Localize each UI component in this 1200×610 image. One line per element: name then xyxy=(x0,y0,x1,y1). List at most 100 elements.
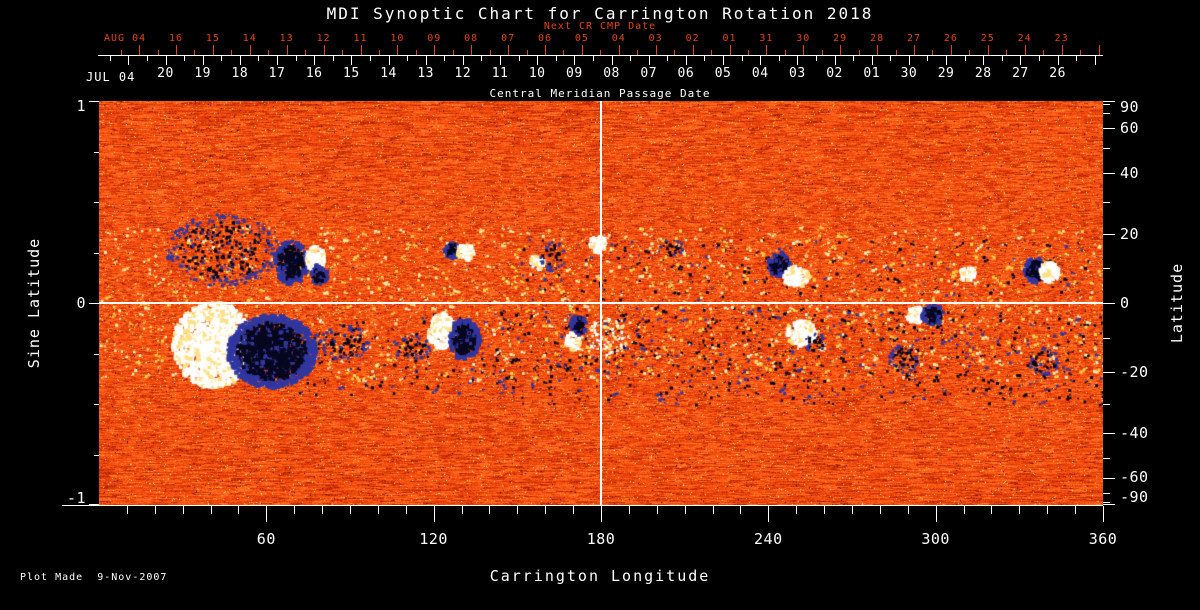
next-cr-tick xyxy=(766,45,768,55)
cmp-day-label: 29 xyxy=(937,66,955,81)
cmp-day-label: 12 xyxy=(454,66,472,81)
longitude-tick xyxy=(126,506,128,514)
cmp-tick xyxy=(221,56,223,61)
next-cr-tick xyxy=(378,50,380,55)
cmp-tick xyxy=(704,56,706,61)
cmp-tick xyxy=(425,56,427,65)
cmp-tick xyxy=(295,56,297,61)
latitude-tick-label: -20 xyxy=(1120,363,1149,382)
next-cr-day-label: 08 xyxy=(464,33,479,44)
latitude-tick-label: 90 xyxy=(1120,98,1140,116)
next-cr-tick xyxy=(950,45,952,55)
next-cr-tick xyxy=(526,50,528,55)
latitude-tick xyxy=(1103,432,1115,434)
sine-latitude-tick-label: 1 xyxy=(76,97,86,115)
next-cr-tick xyxy=(803,45,805,55)
next-cr-day-label: 04 xyxy=(611,33,626,44)
cmp-day-label: 18 xyxy=(231,66,249,81)
latitude-tick xyxy=(1103,173,1115,175)
longitude-tick xyxy=(377,506,379,514)
longitude-tick xyxy=(294,506,296,514)
cmp-day-label: 27 xyxy=(1012,66,1029,81)
longitude-tick xyxy=(266,506,268,522)
cmp-day-label: 07 xyxy=(640,66,658,81)
next-cr-tick xyxy=(840,45,842,55)
sine-latitude-tick xyxy=(89,101,99,102)
next-cr-tick xyxy=(711,50,713,55)
sine-latitude-tick-label: 0 xyxy=(76,294,86,312)
cmp-tick xyxy=(444,56,446,61)
longitude-tick xyxy=(1075,506,1077,514)
next-cr-axis-caption: Next CR CMP Date xyxy=(543,21,657,32)
latitude-tick xyxy=(1103,101,1115,102)
next-cr-tick xyxy=(747,50,749,55)
cmp-tick xyxy=(964,56,966,61)
longitude-tick xyxy=(238,506,240,514)
latitude-tick-label: -40 xyxy=(1120,423,1149,442)
longitude-tick xyxy=(1019,506,1021,514)
latitude-tick xyxy=(1103,372,1115,374)
next-cr-tick xyxy=(452,50,454,55)
latitude-tick xyxy=(1103,128,1115,130)
next-cr-day-label: 03 xyxy=(648,33,663,44)
sine-latitude-minor-tick xyxy=(94,404,99,405)
longitude-tick xyxy=(628,506,630,514)
cmp-tick xyxy=(983,56,985,65)
next-cr-day-label: 11 xyxy=(353,33,368,44)
latitude-minor-tick xyxy=(1103,113,1110,115)
longitude-tick xyxy=(852,506,853,514)
longitude-tick xyxy=(684,506,686,514)
longitude-tick xyxy=(879,506,881,514)
next-cr-tick xyxy=(969,50,971,55)
cmp-tick xyxy=(853,56,855,61)
next-cr-tick xyxy=(655,45,657,55)
next-cr-tick xyxy=(415,50,417,55)
next-cr-tick xyxy=(674,50,676,55)
sine-latitude-minor-tick xyxy=(94,202,99,203)
cmp-tick xyxy=(481,56,483,61)
cmp-axis-caption: Central Meridian Passage Date xyxy=(489,87,711,100)
next-cr-tick xyxy=(1061,45,1063,55)
cmp-tick xyxy=(258,56,260,61)
cmp-tick xyxy=(1076,56,1078,61)
next-cr-tick xyxy=(231,50,233,55)
next-cr-day-label: 10 xyxy=(390,33,405,44)
cmp-tick xyxy=(369,56,371,61)
longitude-tick xyxy=(489,506,491,514)
longitude-axis-line xyxy=(62,505,1103,506)
longitude-tick xyxy=(935,506,937,522)
longitude-tick xyxy=(907,506,909,514)
next-cr-day-label: 25 xyxy=(980,33,995,44)
cmp-tick xyxy=(611,56,613,65)
longitude-tick-label: 60 xyxy=(256,530,276,548)
latitude-minor-tick xyxy=(1103,338,1110,340)
latitude-minor-tick xyxy=(1103,148,1110,150)
next-cr-day-label: 13 xyxy=(279,33,294,44)
cmp-tick xyxy=(908,56,910,65)
cmp-day-label: 08 xyxy=(603,66,620,81)
cmp-tick xyxy=(1057,56,1059,65)
cmp-day-label: 10 xyxy=(528,66,546,81)
latitude-tick-label: -90 xyxy=(1120,488,1149,506)
sine-latitude-minor-tick xyxy=(94,151,99,153)
cmp-tick xyxy=(128,56,130,65)
next-cr-day-label: 15 xyxy=(205,33,220,44)
cmp-tick xyxy=(165,56,167,65)
cmp-tick xyxy=(630,56,632,61)
next-cr-tick xyxy=(397,45,399,55)
cmp-day-label: 05 xyxy=(714,66,732,81)
cmp-tick xyxy=(202,56,204,65)
latitude-minor-tick xyxy=(1103,404,1110,405)
latitude-tick xyxy=(1103,504,1115,505)
chart-title: MDI Synoptic Chart for Carrington Rotati… xyxy=(326,4,874,23)
longitude-tick xyxy=(712,506,714,514)
next-cr-tick xyxy=(1098,45,1100,55)
cmp-tick xyxy=(109,56,111,61)
cmp-tick xyxy=(723,56,725,65)
next-cr-tick xyxy=(157,50,159,55)
latitude-minor-tick xyxy=(1103,104,1110,106)
cmp-tick xyxy=(1020,56,1022,65)
latitude-minor-tick xyxy=(1103,457,1110,459)
longitude-tick xyxy=(433,506,435,522)
latitude-minor-tick xyxy=(1103,492,1110,494)
